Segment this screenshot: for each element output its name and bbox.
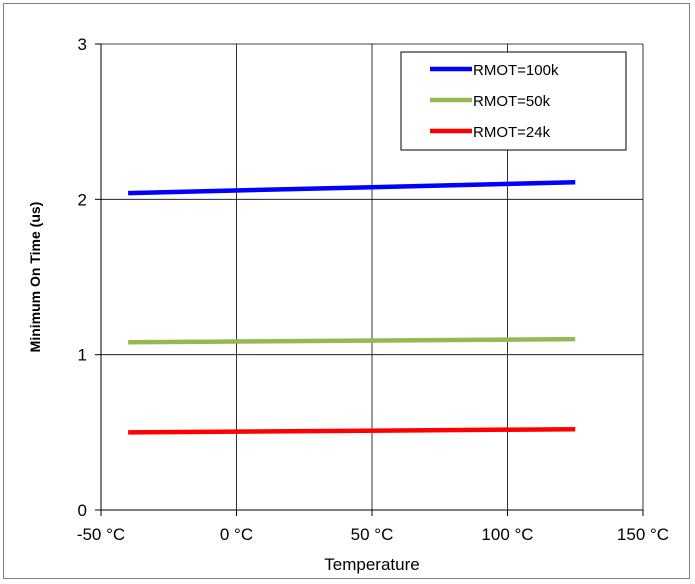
tick-labels: 0 1 2 3 -50 °C 0 °C 50 °C 100 °C 150 °C (77, 35, 669, 544)
legend: RMOT=100k RMOT=50k RMOT=24k (400, 51, 627, 151)
x-tick-label: -50 °C (77, 525, 125, 544)
series-lines (128, 179, 576, 435)
legend-entry-label: RMOT=100k (473, 62, 559, 79)
axes (95, 43, 644, 516)
x-tick-label: 50 °C (351, 525, 394, 544)
x-tick-label: 150 °C (617, 525, 669, 544)
x-tick-label: 0 °C (220, 525, 253, 544)
y-tick-label: 2 (78, 190, 87, 209)
series-line (128, 336, 576, 345)
legend-entry-label: RMOT=24k (473, 124, 551, 141)
y-tick-label: 3 (78, 35, 87, 54)
y-axis-title: Minimum On Time (us) (27, 202, 43, 353)
y-tick-label: 0 (78, 501, 87, 520)
y-tick-label: 1 (78, 346, 87, 365)
series-line (128, 179, 576, 196)
series-line (128, 426, 576, 435)
grid (101, 43, 644, 510)
x-tick-label: 100 °C (481, 525, 533, 544)
x-axis-title: Temperature (324, 555, 419, 574)
legend-entry-label: RMOT=50k (473, 93, 551, 110)
